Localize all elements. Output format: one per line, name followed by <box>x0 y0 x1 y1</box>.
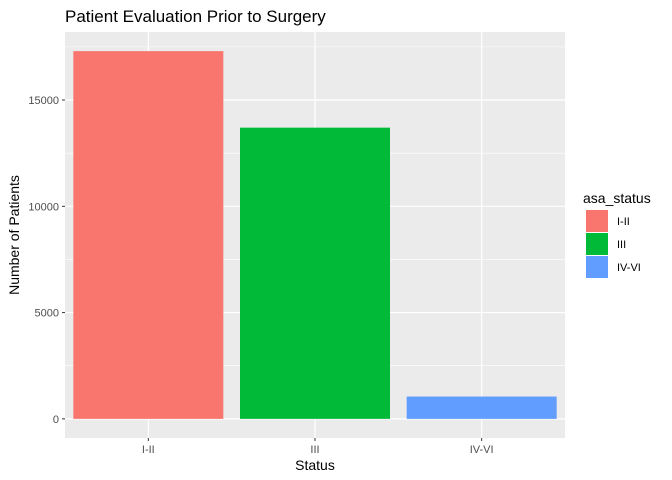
x-tick-label: III <box>310 444 319 456</box>
legend-label: I-II <box>617 216 630 228</box>
legend-key-IV-VI <box>586 256 608 278</box>
bar-IV-VI <box>406 396 557 419</box>
legend-key-I-II <box>586 210 608 232</box>
legend: asa_status I-II III IV-VI <box>583 190 651 278</box>
bars <box>73 51 557 419</box>
y-axis-title: Number of Patients <box>6 175 22 295</box>
y-axis-ticks: 0 5000 10000 15000 <box>28 95 65 426</box>
legend-title: asa_status <box>583 190 651 206</box>
x-tick-label: I-II <box>142 444 155 456</box>
y-tick-label: 5000 <box>35 308 59 320</box>
x-tick-label: IV-VI <box>470 444 494 456</box>
legend-label: III <box>617 239 626 251</box>
x-axis-ticks: I-II III IV-VI <box>142 438 494 456</box>
legend-key-III <box>586 233 608 255</box>
y-tick-label: 0 <box>53 414 59 426</box>
y-tick-label: 15000 <box>28 95 59 107</box>
bar-I-II <box>73 51 224 419</box>
bar-III <box>240 127 390 419</box>
legend-label: IV-VI <box>617 262 641 274</box>
chart-title: Patient Evaluation Prior to Surgery <box>65 7 326 26</box>
y-tick-label: 10000 <box>28 201 59 213</box>
x-axis-title: Status <box>295 457 335 473</box>
